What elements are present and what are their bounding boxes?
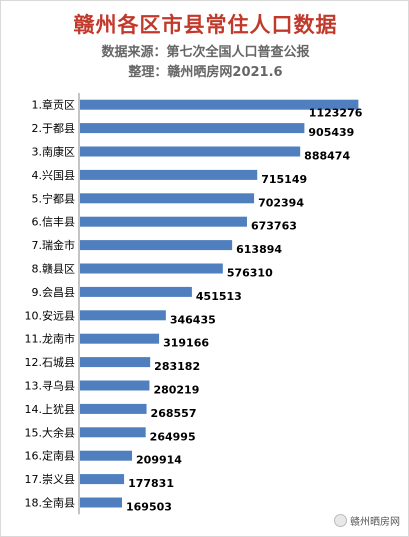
value-label: 613894 xyxy=(236,243,282,256)
bar xyxy=(80,99,359,110)
category-label: 15.大余县 xyxy=(25,425,76,439)
value-label: 264995 xyxy=(150,430,196,443)
value-label: 1123276 xyxy=(309,107,363,120)
compiler-note: 整理：赣州晒房网2021.6 xyxy=(128,65,283,80)
wechat-icon xyxy=(334,514,347,527)
bar xyxy=(80,169,258,180)
value-label: 346435 xyxy=(170,313,216,326)
watermark: 赣州晒房网 xyxy=(334,513,400,528)
bar xyxy=(80,357,151,368)
bar xyxy=(80,146,301,157)
bar xyxy=(80,333,160,344)
category-label: 3.南康区 xyxy=(32,145,76,159)
value-label: 451513 xyxy=(196,290,242,303)
category-label: 9.会昌县 xyxy=(32,286,76,299)
category-label: 1.章贡区 xyxy=(32,98,76,112)
bar xyxy=(80,450,133,461)
bar xyxy=(80,286,192,297)
value-label: 209914 xyxy=(136,454,182,467)
data-source: 数据来源：第七次全国人口普查公报 xyxy=(101,45,310,60)
value-label: 268557 xyxy=(151,407,197,420)
value-label: 280219 xyxy=(153,384,199,397)
chart-title: 赣州各区市县常住人口数据 xyxy=(73,13,338,37)
value-label: 702394 xyxy=(258,196,304,209)
value-label: 319166 xyxy=(163,337,209,350)
category-label: 17.崇义县 xyxy=(25,473,76,486)
category-label: 16.定南县 xyxy=(25,449,76,463)
bar xyxy=(80,380,150,391)
value-label: 673763 xyxy=(251,220,297,233)
value-label: 169503 xyxy=(126,501,172,514)
bar xyxy=(80,240,233,251)
bar xyxy=(80,427,146,438)
value-label: 283182 xyxy=(154,360,200,373)
value-label: 905439 xyxy=(308,126,354,139)
category-label: 12.石城县 xyxy=(25,356,76,369)
bar xyxy=(80,263,223,274)
value-label: 888474 xyxy=(304,150,350,163)
category-label: 11.龙南市 xyxy=(25,332,76,346)
category-label: 5.宁都县 xyxy=(32,191,76,205)
category-label: 18.全南县 xyxy=(25,496,76,510)
category-label: 14.上犹县 xyxy=(25,403,76,416)
category-label: 6.信丰县 xyxy=(32,216,76,229)
bar xyxy=(80,403,147,414)
category-label: 13.寻乌县 xyxy=(25,379,76,393)
bar xyxy=(80,474,125,485)
bar xyxy=(80,497,123,508)
category-label: 4.兴国县 xyxy=(32,169,76,182)
category-label: 2.于都县 xyxy=(32,122,76,135)
bar xyxy=(80,123,305,134)
value-label: 576310 xyxy=(227,267,273,280)
category-label: 8.赣县区 xyxy=(32,262,76,276)
bar xyxy=(80,310,166,321)
category-label: 10.安远县 xyxy=(25,308,76,322)
bar xyxy=(80,216,247,227)
value-label: 177831 xyxy=(128,477,174,490)
category-label: 7.瑞金市 xyxy=(32,238,76,252)
bar xyxy=(80,193,255,204)
value-label: 715149 xyxy=(261,173,307,186)
watermark-text: 赣州晒房网 xyxy=(350,517,400,528)
